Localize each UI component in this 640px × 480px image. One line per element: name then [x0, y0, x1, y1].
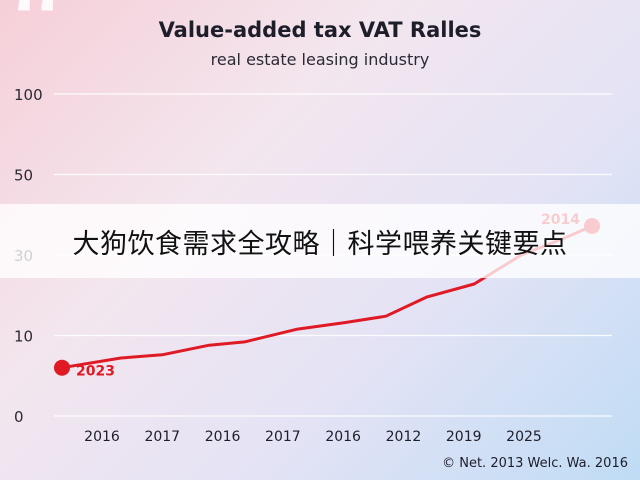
x-tick-label: 2012 [386, 429, 422, 445]
y-tick-label: 100 [14, 86, 43, 104]
y-tick-label: 0 [14, 408, 24, 426]
quote-mark-icon: “ [6, 0, 68, 99]
start-point-label: 2023 [76, 364, 115, 380]
credit-text: © Net. 2013 Welc. Wa. 2016 [442, 456, 628, 471]
x-tick-label: 2016 [205, 429, 241, 445]
x-tick-label: 2016 [325, 429, 361, 445]
x-tick-label: 2019 [446, 429, 482, 445]
x-tick-label: 2017 [144, 429, 180, 445]
chart-subtitle: real estate leasing industry [210, 50, 430, 69]
chart-title: Value-added tax VAT Ralles [158, 18, 482, 42]
y-tick-label: 10 [14, 328, 33, 346]
x-tick-label: 2025 [506, 429, 542, 445]
y-tick-label: 50 [14, 167, 33, 185]
x-axis-ticks: 2016 2017 2016 2017 2016 2012 2019 2025 [84, 429, 542, 445]
overlay-banner [0, 204, 640, 278]
x-tick-label: 2017 [265, 429, 301, 445]
start-point-marker [54, 359, 70, 376]
banner-text: 大狗饮食需求全攻略｜科学喂养关键要点 [72, 229, 568, 260]
x-tick-label: 2016 [84, 429, 120, 445]
